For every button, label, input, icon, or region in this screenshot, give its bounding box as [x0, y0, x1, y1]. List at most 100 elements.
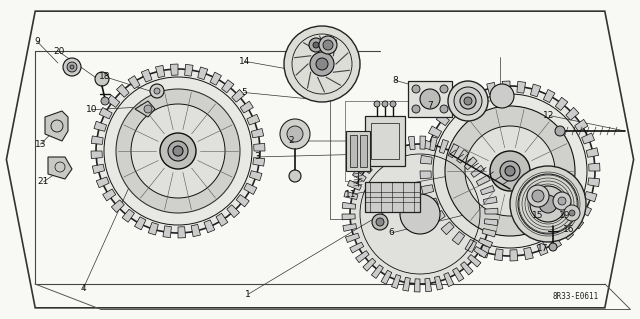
Circle shape	[500, 161, 520, 181]
Circle shape	[553, 192, 571, 210]
Polygon shape	[537, 242, 548, 256]
Polygon shape	[428, 126, 442, 137]
Polygon shape	[472, 86, 483, 100]
Polygon shape	[128, 76, 140, 89]
Polygon shape	[221, 80, 234, 93]
Circle shape	[569, 210, 575, 216]
Circle shape	[440, 105, 448, 113]
Polygon shape	[227, 205, 239, 218]
Polygon shape	[582, 133, 595, 144]
Polygon shape	[148, 222, 158, 235]
Polygon shape	[426, 198, 438, 209]
Polygon shape	[464, 157, 477, 170]
Polygon shape	[247, 114, 260, 125]
Polygon shape	[344, 191, 358, 200]
Polygon shape	[423, 140, 436, 151]
Polygon shape	[342, 202, 356, 209]
Polygon shape	[502, 81, 510, 92]
Polygon shape	[386, 141, 396, 155]
Text: 16: 16	[563, 225, 574, 234]
Circle shape	[173, 146, 183, 156]
Polygon shape	[465, 240, 477, 253]
Text: 13: 13	[35, 140, 46, 149]
Polygon shape	[102, 189, 116, 201]
Text: 2: 2	[289, 137, 294, 145]
Circle shape	[425, 86, 595, 256]
Circle shape	[549, 243, 557, 251]
Polygon shape	[178, 227, 186, 238]
Polygon shape	[403, 277, 410, 291]
Polygon shape	[252, 129, 264, 138]
Polygon shape	[111, 200, 124, 212]
Polygon shape	[421, 185, 434, 194]
Text: 10: 10	[86, 105, 97, 114]
Polygon shape	[94, 121, 107, 131]
Circle shape	[510, 166, 586, 242]
Circle shape	[412, 105, 420, 113]
Polygon shape	[376, 146, 387, 160]
Text: 12: 12	[543, 111, 555, 120]
Polygon shape	[381, 270, 392, 284]
Polygon shape	[198, 67, 208, 79]
Text: 19: 19	[559, 211, 570, 220]
Bar	[408, 81, 452, 117]
Polygon shape	[436, 113, 449, 126]
Polygon shape	[420, 136, 426, 149]
Polygon shape	[349, 242, 364, 253]
Polygon shape	[45, 111, 68, 141]
Polygon shape	[163, 226, 172, 238]
Text: 4: 4	[81, 284, 86, 293]
Polygon shape	[367, 153, 380, 166]
Polygon shape	[435, 276, 443, 290]
Polygon shape	[439, 139, 449, 153]
Polygon shape	[448, 144, 459, 158]
Polygon shape	[141, 69, 152, 82]
Circle shape	[154, 88, 160, 94]
Polygon shape	[356, 251, 369, 263]
Circle shape	[168, 141, 188, 161]
Text: 7: 7	[428, 101, 433, 110]
Polygon shape	[244, 183, 257, 195]
Circle shape	[412, 85, 420, 93]
Text: 21: 21	[38, 177, 49, 186]
Polygon shape	[468, 255, 481, 267]
Text: 8R33-E0611: 8R33-E0611	[552, 292, 598, 300]
Polygon shape	[184, 64, 193, 76]
Polygon shape	[96, 177, 109, 188]
Text: 17: 17	[537, 244, 548, 253]
Text: 6: 6	[389, 228, 394, 237]
Circle shape	[96, 69, 260, 233]
Polygon shape	[425, 278, 431, 292]
Circle shape	[420, 89, 440, 109]
Circle shape	[464, 97, 472, 105]
Circle shape	[316, 58, 328, 70]
Polygon shape	[479, 238, 493, 248]
Circle shape	[280, 119, 310, 149]
Circle shape	[95, 72, 109, 86]
Circle shape	[445, 106, 575, 236]
Circle shape	[287, 126, 303, 142]
Polygon shape	[236, 195, 249, 207]
Polygon shape	[446, 102, 460, 115]
Polygon shape	[484, 219, 498, 226]
Circle shape	[558, 197, 566, 205]
Polygon shape	[441, 222, 454, 235]
Polygon shape	[579, 204, 591, 216]
Circle shape	[527, 185, 549, 207]
Polygon shape	[342, 214, 355, 220]
Polygon shape	[92, 136, 103, 145]
Polygon shape	[116, 84, 129, 97]
Polygon shape	[566, 108, 579, 120]
Circle shape	[530, 186, 566, 222]
Polygon shape	[531, 84, 541, 97]
Circle shape	[505, 166, 515, 176]
Circle shape	[555, 126, 565, 136]
Polygon shape	[461, 262, 473, 275]
Polygon shape	[483, 197, 497, 204]
Polygon shape	[91, 151, 102, 159]
Polygon shape	[456, 150, 468, 163]
Polygon shape	[452, 268, 464, 282]
Polygon shape	[575, 119, 588, 131]
Polygon shape	[476, 175, 490, 186]
Circle shape	[131, 104, 225, 198]
